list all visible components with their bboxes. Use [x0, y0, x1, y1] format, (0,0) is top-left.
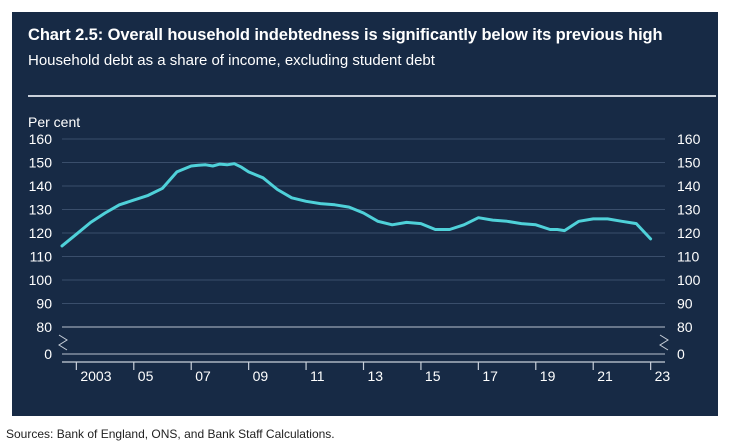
y-tick-label-left: 110: [30, 249, 53, 265]
x-tick-label: 05: [138, 368, 154, 384]
y-tick-label-right: 0: [677, 346, 685, 362]
y-tick-label-right: 110: [677, 249, 700, 265]
y-tick-label-left: 130: [29, 202, 53, 218]
y-tick-label-right: 100: [677, 272, 701, 288]
x-tick-label: 11: [310, 368, 325, 384]
y-tick-label-left: 150: [29, 155, 53, 171]
x-tick-label: 15: [425, 368, 441, 384]
x-tick-label: 19: [540, 368, 556, 384]
y-tick-label-left: 90: [36, 296, 52, 312]
y-tick-label-right: 160: [677, 131, 701, 147]
y-tick-label-left: 120: [29, 225, 53, 241]
x-tick-label: 09: [253, 368, 269, 384]
axis-break-right-icon: [659, 334, 669, 351]
y-tick-label-right: 130: [677, 202, 701, 218]
x-tick-label: 13: [368, 368, 384, 384]
y-tick-label-right: 140: [677, 178, 701, 194]
axis-break-left-icon: [58, 334, 68, 351]
y-axis-label: Per cent: [28, 114, 80, 130]
series-line-household-debt: [60, 162, 653, 248]
y-tick-label-right: 90: [677, 296, 693, 312]
y-tick-label-right: 120: [677, 225, 701, 241]
y-tick-label-left: 0: [44, 346, 52, 362]
x-tick-label: 2003: [80, 368, 111, 384]
source-note: Sources: Bank of England, ONS, and Bank …: [6, 427, 335, 441]
x-tick-label: 23: [655, 368, 671, 384]
chart-subtitle: Household debt as a share of income, exc…: [28, 52, 435, 69]
chart-title: Chart 2.5: Overall household indebtednes…: [28, 26, 663, 44]
y-tick-label-left: 140: [29, 178, 53, 194]
y-tick-label-left: 100: [29, 272, 53, 288]
x-tick-label: 21: [597, 368, 613, 384]
y-tick-label-right: 80: [677, 319, 693, 335]
title-divider: [28, 95, 716, 97]
y-tick-label-right: 150: [677, 155, 701, 171]
chart-panel: Chart 2.5: Overall household indebtednes…: [12, 12, 718, 416]
y-tick-label-left: 160: [29, 131, 53, 147]
x-tick-label: 17: [482, 368, 498, 384]
y-tick-label-left: 80: [36, 319, 52, 335]
x-tick-label: 07: [195, 368, 211, 384]
